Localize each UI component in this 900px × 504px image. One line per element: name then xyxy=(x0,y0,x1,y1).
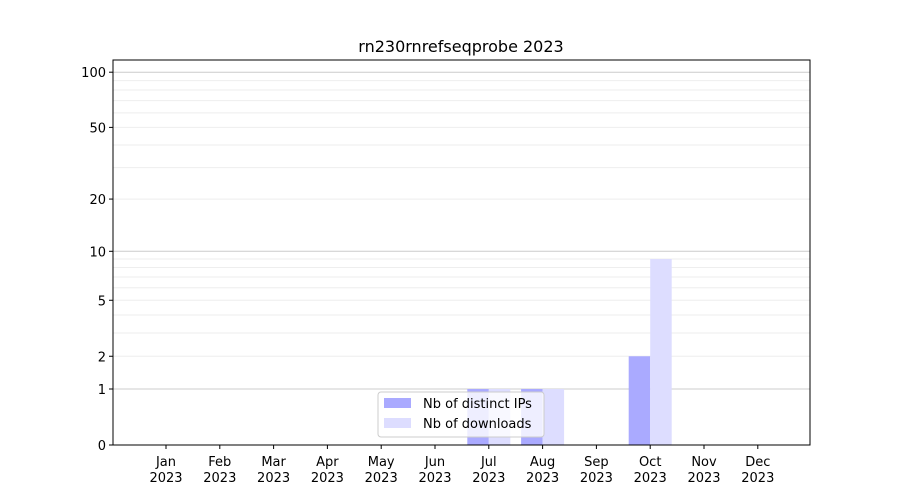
x-tick-label: Aug xyxy=(530,455,555,470)
x-tick-label: Feb xyxy=(208,455,231,470)
y-tick-label: 5 xyxy=(98,294,106,309)
legend-swatch xyxy=(384,398,411,408)
grid xyxy=(113,71,810,390)
legend: Nb of distinct IPs Nb of downloads xyxy=(377,391,545,438)
x-tick-label: 2023 xyxy=(741,471,774,486)
y-tick-label: 1 xyxy=(98,383,106,398)
plot-frame xyxy=(112,59,811,446)
x-tick-label: 2023 xyxy=(149,471,182,486)
y-tick-label: 2 xyxy=(98,350,106,365)
x-tick-label: Apr xyxy=(316,455,339,470)
legend-label: Nb of distinct IPs xyxy=(423,397,532,412)
y-tick-label: 10 xyxy=(89,245,106,260)
bar-downloads xyxy=(542,389,565,445)
legend-label: Nb of downloads xyxy=(423,417,532,432)
y-tick-label: 50 xyxy=(89,121,106,136)
chart-title: rn230rnrefseqprobe 2023 xyxy=(358,37,563,56)
x-tick-label: Dec xyxy=(745,455,770,470)
x-tick-label: 2023 xyxy=(311,471,344,486)
x-tick-label: May xyxy=(368,455,395,470)
x-tick-label: Sep xyxy=(584,455,609,470)
legend-swatch xyxy=(384,418,411,428)
x-tick-label: 2023 xyxy=(472,471,505,486)
x-tick-label: 2023 xyxy=(526,471,559,486)
y-tick-label: 0 xyxy=(98,439,106,454)
x-tick-label: 2023 xyxy=(203,471,236,486)
x-tick-label: 2023 xyxy=(418,471,451,486)
x-tick-label: 2023 xyxy=(687,471,720,486)
bar-distinct-ips xyxy=(628,356,651,445)
legend-box xyxy=(377,391,545,438)
x-axis: Jan2023Feb2023Mar2023Apr2023May2023Jun20… xyxy=(149,445,774,486)
x-tick-label: 2023 xyxy=(365,471,398,486)
x-tick-label: 2023 xyxy=(257,471,290,486)
x-tick-label: Jul xyxy=(480,455,497,470)
bar-downloads xyxy=(650,259,672,445)
x-tick-label: 2023 xyxy=(580,471,613,486)
y-axis: 0 1 2 5 10 20 50 100 xyxy=(81,66,113,454)
y-tick-label: 100 xyxy=(81,66,106,81)
x-tick-label: Oct xyxy=(639,455,661,470)
x-tick-label: Nov xyxy=(691,455,717,470)
x-tick-label: Jun xyxy=(424,455,445,470)
x-tick-label: Mar xyxy=(261,455,286,470)
x-tick-label: Jan xyxy=(155,455,176,470)
y-tick-label: 20 xyxy=(89,193,106,208)
x-tick-label: 2023 xyxy=(634,471,667,486)
